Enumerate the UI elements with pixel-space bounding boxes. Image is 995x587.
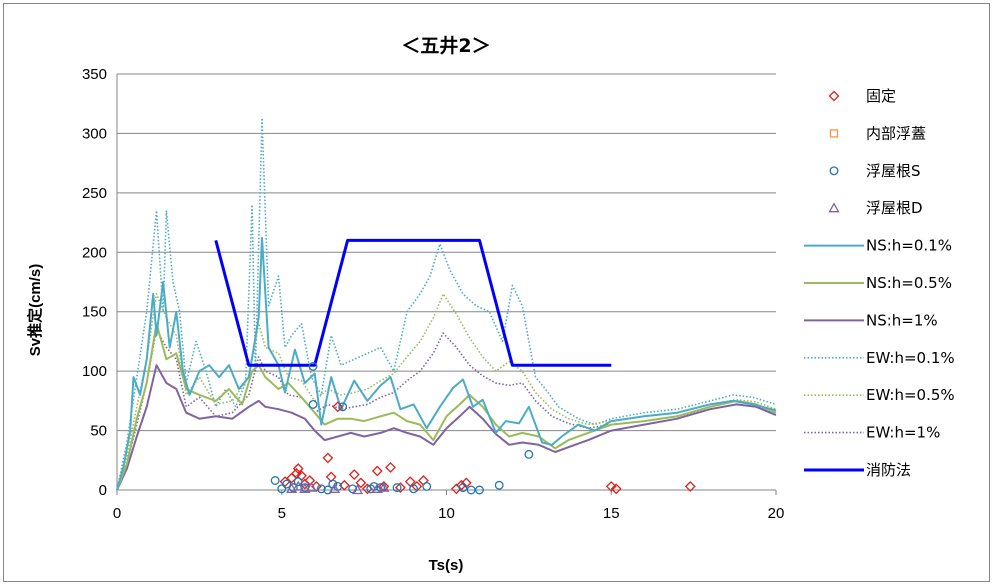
legend-label-NS:h=1%: NS:h=1% [866,311,938,329]
point-浮屋根S-17 [392,483,402,493]
point-浮屋根S-1 [277,484,287,494]
chart-frame [3,3,990,582]
gridlines [116,73,777,495]
series-line-NS:h=0.1% [116,237,777,491]
y-tick-200: 200 [82,244,107,261]
legend-label-固定: 固定 [866,87,896,105]
point-浮屋根D-0 [286,482,298,493]
series-line-NS:h=1% [116,364,777,491]
point-浮屋根S-19 [422,481,432,491]
point-浮屋根D-1 [292,480,304,491]
legend-marker-内部浮蓋 [829,129,839,138]
y-tick-150: 150 [82,304,107,321]
point-浮屋根S-0 [270,476,280,485]
point-浮屋根S-23 [494,480,504,490]
legend-label-NS:h=0.1%: NS:h=0.1% [866,237,952,255]
point-浮屋根S-18 [409,484,418,494]
point-固定-9 [325,471,337,483]
point-固定-12 [348,469,360,480]
legend-label-消防法: 消防法 [866,461,911,479]
x-tick-15: 15 [603,505,620,522]
y-tick-50: 50 [90,423,107,440]
point-浮屋根S-7 [308,399,318,409]
legend-label-浮屋根D: 浮屋根D [866,199,923,217]
point-浮屋根S-8 [316,484,326,494]
point-浮屋根D-2 [299,482,311,493]
series-line-EW:h=1% [116,328,777,491]
point-浮屋根S-20 [458,483,468,493]
point-浮屋根D-7 [378,481,390,492]
point-固定-26 [610,483,622,495]
series-line-消防法 [214,238,612,367]
point-浮屋根S-24 [524,449,534,459]
x-tick-0: 0 [113,505,121,522]
y-tick-350: 350 [82,66,107,83]
legend-marker-浮屋根S [829,166,839,176]
point-固定-25 [605,481,617,492]
point-固定-8 [322,452,334,464]
scatter-points [270,361,696,495]
series-line-EW:h=0.1% [116,117,777,491]
y-tick-300: 300 [82,125,107,142]
legend-label-内部浮蓋: 内部浮蓋 [866,124,926,142]
x-tick-20: 20 [768,505,785,522]
legend-marker-浮屋根D [828,202,840,213]
point-浮屋根S-6 [308,361,318,371]
x-axis-label: Ts(s) [429,557,464,574]
point-浮屋根S-22 [475,485,484,495]
legend-label-EW:h=1%: EW:h=1% [866,424,940,442]
y-tick-0: 0 [99,482,107,499]
y-tick-labels: 0 50 100 150 200 250 300 350 [82,66,107,499]
point-固定-18 [394,482,406,494]
point-固定-10 [332,401,344,413]
point-固定-27 [684,481,696,492]
y-tick-100: 100 [82,363,107,380]
legend-label-浮屋根S: 浮屋根S [866,162,921,180]
legend-label-EW:h=0.1%: EW:h=0.1% [866,349,955,367]
point-浮屋根S-2 [282,479,292,489]
point-固定-17 [385,461,396,473]
legend-label-NS:h=0.5%: NS:h=0.5% [866,274,952,292]
x-tick-labels: 0 5 10 15 20 [113,505,785,522]
point-浮屋根D-5 [351,484,364,495]
line-series [116,117,777,491]
point-浮屋根S-4 [293,477,303,487]
y-tick-250: 250 [82,185,107,202]
x-tick-10: 10 [438,505,455,522]
point-固定-15 [371,465,383,477]
point-浮屋根D-4 [328,482,341,493]
point-固定-13 [355,477,367,489]
y-axis-label: Sv推定(cm/s) [26,264,44,357]
point-固定-11 [338,479,350,491]
legend-label-EW:h=0.5%: EW:h=0.5% [866,386,955,404]
point-固定-3 [292,463,304,475]
legend-marker-固定 [828,90,840,102]
x-tick-5: 5 [278,505,286,522]
series-line-NS:h=0.5% [116,322,777,491]
series-line-EW:h=0.5% [116,293,777,491]
chart-title: ＜五井2＞ [401,35,490,57]
point-浮屋根S-12 [338,402,348,412]
point-浮屋根D-3 [305,481,318,492]
point-浮屋根D-6 [371,482,383,493]
